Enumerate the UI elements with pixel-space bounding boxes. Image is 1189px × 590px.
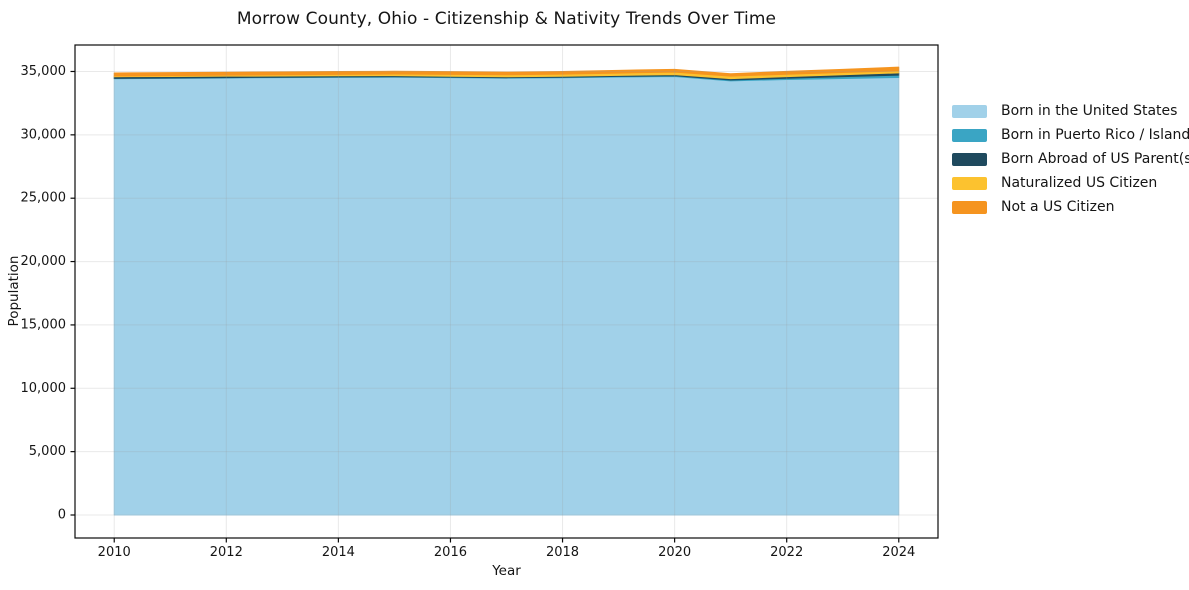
legend: Born in the United States Born in Puerto … xyxy=(952,103,1189,215)
legend-swatch-born-in-puerto-rico-islands xyxy=(952,128,987,142)
legend-item-born-abroad-of-us-parent-s: Born Abroad of US Parent(s) xyxy=(952,151,1189,167)
legend-swatch-born-in-the-united-states xyxy=(952,104,987,118)
legend-label: Not a US Citizen xyxy=(1001,199,1115,215)
legend-item-born-in-puerto-rico-islands: Born in Puerto Rico / Islands xyxy=(952,127,1189,143)
y-tick-label-5000: 5,000 xyxy=(29,444,66,459)
plot-border xyxy=(74,44,939,539)
legend-label: Born in Puerto Rico / Islands xyxy=(1001,127,1189,143)
x-tick-label-2012: 2012 xyxy=(210,545,243,560)
x-tick-label-2016: 2016 xyxy=(434,545,467,560)
x-tick-label-2014: 2014 xyxy=(322,545,355,560)
x-tick-label-2022: 2022 xyxy=(770,545,803,560)
legend-swatch-not-a-us-citizen xyxy=(952,200,987,214)
legend-label: Born Abroad of US Parent(s) xyxy=(1001,151,1189,167)
legend-item-born-in-the-united-states: Born in the United States xyxy=(952,103,1189,119)
x-tick-label-2010: 2010 xyxy=(98,545,131,560)
legend-label: Naturalized US Citizen xyxy=(1001,175,1158,191)
y-tick-label-20000: 20,000 xyxy=(21,254,67,269)
y-axis-label: Population xyxy=(6,255,22,327)
y-tick-label-10000: 10,000 xyxy=(21,381,67,396)
y-tick-label-0: 0 xyxy=(58,508,66,523)
y-tick-label-15000: 15,000 xyxy=(21,317,67,332)
area-born-in-the-united-states xyxy=(113,76,900,516)
legend-label: Born in the United States xyxy=(1001,103,1178,119)
x-axis-label: Year xyxy=(492,563,521,579)
area-not-a-us-citizen xyxy=(113,66,900,77)
legend-item-not-a-us-citizen: Not a US Citizen xyxy=(952,199,1189,215)
legend-item-naturalized-us-citizen: Naturalized US Citizen xyxy=(952,175,1189,191)
x-tick-label-2024: 2024 xyxy=(882,545,915,560)
legend-swatch-naturalized-us-citizen xyxy=(952,176,987,190)
chart-title: Morrow County, Ohio - Citizenship & Nati… xyxy=(236,9,777,29)
y-tick-label-30000: 30,000 xyxy=(21,127,67,142)
x-tick-label-2020: 2020 xyxy=(658,545,691,560)
y-tick-label-25000: 25,000 xyxy=(21,191,67,206)
y-tick-label-35000: 35,000 xyxy=(21,64,67,79)
legend-swatch-born-abroad-of-us-parent-s xyxy=(952,152,987,166)
x-tick-label-2018: 2018 xyxy=(546,545,579,560)
